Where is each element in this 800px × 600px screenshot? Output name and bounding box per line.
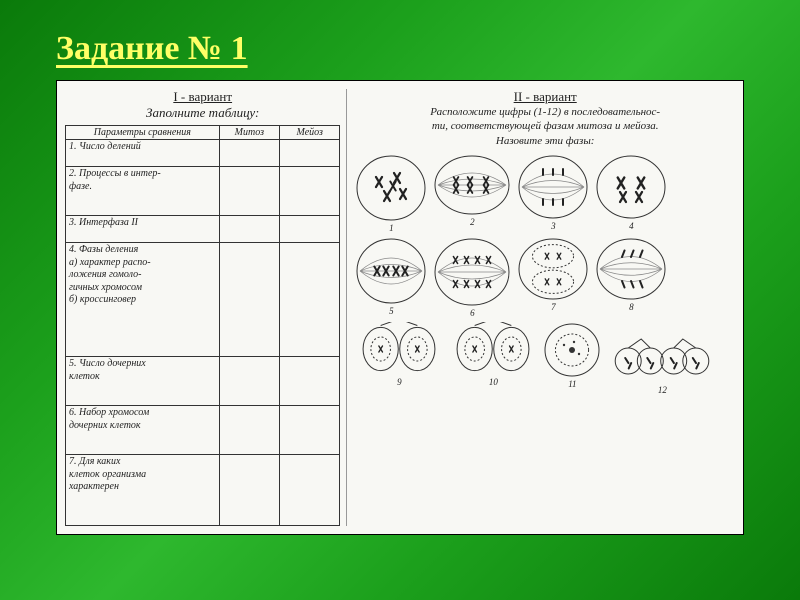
cell-number: 2 — [470, 217, 475, 227]
table-row: 5. Число дочерних клеток — [66, 357, 340, 406]
cell-number: 9 — [397, 377, 402, 387]
comparison-table: Параметры сравнения Митоз Мейоз 1. Число… — [65, 125, 340, 526]
cell-diagram: 12 — [607, 322, 717, 395]
meiosis-cell — [280, 167, 340, 216]
cell-number: 11 — [568, 379, 576, 389]
cell-diagram: 10 — [449, 322, 537, 395]
param-cell: 5. Число дочерних клеток — [66, 357, 220, 406]
param-cell: 7. Для каких клеток организма характерен — [66, 455, 220, 526]
table-row: 6. Набор хромосом дочерних клеток — [66, 406, 340, 455]
table-row: 2. Процессы в интер- фазе. — [66, 167, 340, 216]
cell-diagram: 5 — [355, 237, 427, 318]
cell-diagram: 8 — [595, 237, 667, 318]
cell-number: 5 — [389, 306, 394, 316]
mitosis-cell — [219, 167, 279, 216]
left-variant-head: I - вариант — [65, 89, 340, 105]
cell-number: 6 — [470, 308, 475, 318]
right-instruction: Расположите цифры (1-12) в последователь… — [355, 105, 735, 148]
cell-diagram: 6 — [433, 237, 511, 318]
cell-number: 1 — [389, 223, 394, 233]
cell-diagram: 11 — [543, 322, 601, 395]
page-title: Задание № 1 — [56, 30, 744, 68]
mitosis-cell — [219, 357, 279, 406]
right-variant: II - вариант Расположите цифры (1-12) в … — [346, 89, 735, 526]
cell-diagram: 2 — [433, 154, 511, 233]
cell-diagram: 1 — [355, 154, 427, 233]
cells-grid: 123456789101112 — [355, 154, 735, 395]
table-row: 7. Для каких клеток организма характерен — [66, 455, 340, 526]
mitosis-cell — [219, 140, 279, 167]
param-cell: 2. Процессы в интер- фазе. — [66, 167, 220, 216]
meiosis-cell — [280, 215, 340, 242]
meiosis-cell — [280, 140, 340, 167]
left-variant: I - вариант Заполните таблицу: Параметры… — [65, 89, 346, 526]
cell-diagram: 4 — [595, 154, 667, 233]
left-instruction: Заполните таблицу: — [65, 105, 340, 121]
meiosis-cell — [280, 406, 340, 455]
table-header: Параметры сравнения — [66, 126, 220, 140]
mitosis-cell — [219, 406, 279, 455]
meiosis-cell — [280, 455, 340, 526]
table-row: 1. Число делений — [66, 140, 340, 167]
mitosis-cell — [219, 215, 279, 242]
cell-diagram: 7 — [517, 237, 589, 318]
param-cell: 6. Набор хромосом дочерних клеток — [66, 406, 220, 455]
cell-number: 3 — [551, 221, 556, 231]
cell-diagram: 3 — [517, 154, 589, 233]
table-row: 4. Фазы деления а) характер распо- ложен… — [66, 243, 340, 357]
param-cell: 4. Фазы деления а) характер распо- ложен… — [66, 243, 220, 357]
cell-number: 7 — [551, 302, 556, 312]
meiosis-cell — [280, 357, 340, 406]
mitosis-cell — [219, 455, 279, 526]
cell-number: 8 — [629, 302, 634, 312]
table-row: 3. Интерфаза II — [66, 215, 340, 242]
meiosis-cell — [280, 243, 340, 357]
right-variant-head: II - вариант — [355, 89, 735, 105]
table-header: Мейоз — [280, 126, 340, 140]
param-cell: 3. Интерфаза II — [66, 215, 220, 242]
cell-number: 4 — [629, 221, 634, 231]
table-header: Митоз — [219, 126, 279, 140]
cell-number: 12 — [658, 385, 667, 395]
cell-number: 10 — [489, 377, 498, 387]
param-cell: 1. Число делений — [66, 140, 220, 167]
worksheet: I - вариант Заполните таблицу: Параметры… — [56, 80, 744, 535]
mitosis-cell — [219, 243, 279, 357]
cell-diagram: 9 — [355, 322, 443, 395]
